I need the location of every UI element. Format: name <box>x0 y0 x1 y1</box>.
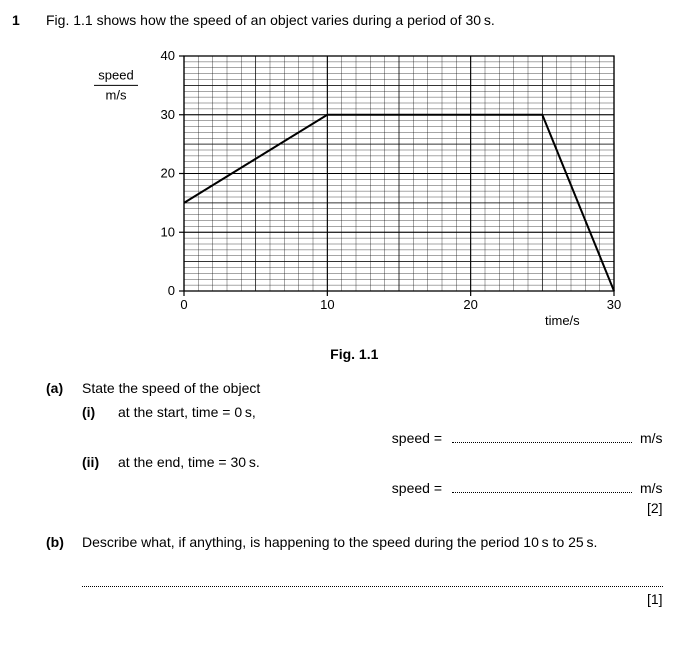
answer-blank-b[interactable] <box>82 572 663 587</box>
question-number: 1 <box>12 12 28 607</box>
answer-prefix-a-ii: speed = <box>82 480 448 496</box>
subpart-a-i-text: at the start, time = 0 s, <box>118 404 663 420</box>
part-a-text: State the speed of the object <box>82 380 663 396</box>
svg-text:20: 20 <box>161 166 175 181</box>
answer-unit-a-ii: m/s <box>636 480 663 496</box>
svg-text:10: 10 <box>161 224 175 239</box>
svg-text:30: 30 <box>161 107 175 122</box>
subpart-a-i-label: (i) <box>82 404 110 420</box>
speed-time-chart: 0 10 20 30 0 10 20 30 40 speed m/s time/s <box>74 36 634 336</box>
subpart-a-ii-text: at the end, time = 30 s. <box>118 454 663 470</box>
subpart-a-i-content: at the start, time = 0 s, <box>118 404 663 420</box>
figure-caption: Fig. 1.1 <box>46 346 663 362</box>
question-row: 1 Fig. 1.1 shows how the speed of an obj… <box>12 12 657 607</box>
part-a-label: (a) <box>46 380 72 516</box>
marks-b: [1] <box>82 591 663 607</box>
question-body: Fig. 1.1 shows how the speed of an objec… <box>46 12 663 607</box>
svg-text:0: 0 <box>181 297 188 312</box>
answer-blank-a-ii[interactable] <box>452 478 632 493</box>
part-a-content: State the speed of the object (i) at the… <box>82 380 663 516</box>
exam-page: 1 Fig. 1.1 shows how the speed of an obj… <box>0 0 681 627</box>
intro-text: Fig. 1.1 shows how the speed of an objec… <box>46 12 663 28</box>
svg-text:m/s: m/s <box>106 87 127 102</box>
subpart-a-i: (i) at the start, time = 0 s, <box>82 404 663 420</box>
svg-text:0: 0 <box>168 283 175 298</box>
subpart-a-ii-label: (ii) <box>82 454 110 470</box>
svg-text:20: 20 <box>464 297 478 312</box>
part-b-content: Describe what, if anything, is happening… <box>82 534 663 607</box>
svg-text:time/s: time/s <box>545 313 580 328</box>
marks-a: [2] <box>82 500 663 516</box>
svg-text:30: 30 <box>607 297 621 312</box>
part-b-text: Describe what, if anything, is happening… <box>82 534 663 550</box>
svg-text:speed: speed <box>99 67 134 82</box>
answer-unit-a-i: m/s <box>636 430 663 446</box>
chart-svg: 0 10 20 30 0 10 20 30 40 speed m/s time/s <box>74 36 634 336</box>
part-a: (a) State the speed of the object (i) at… <box>46 380 663 516</box>
answer-line-a-i: speed = m/s <box>82 428 663 446</box>
part-b-label: (b) <box>46 534 72 607</box>
answer-prefix-a-i: speed = <box>82 430 448 446</box>
answer-blank-a-i[interactable] <box>452 428 632 443</box>
answer-line-a-ii: speed = m/s <box>82 478 663 496</box>
subpart-a-ii-content: at the end, time = 30 s. <box>118 454 663 470</box>
part-b: (b) Describe what, if anything, is happe… <box>46 534 663 607</box>
subpart-a-ii: (ii) at the end, time = 30 s. <box>82 454 663 470</box>
svg-text:10: 10 <box>320 297 334 312</box>
svg-text:40: 40 <box>161 48 175 63</box>
